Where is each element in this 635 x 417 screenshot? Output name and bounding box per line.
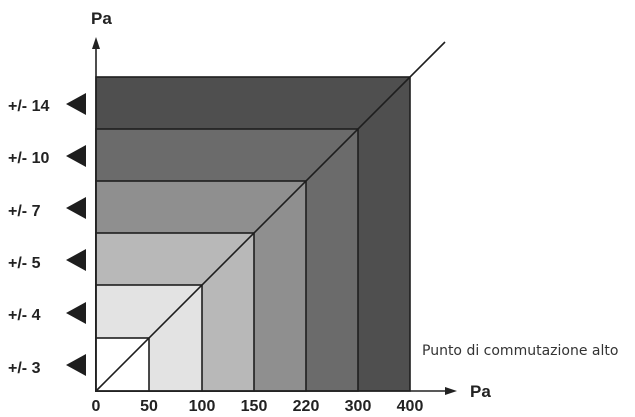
level-label: +/- 7 [8,203,41,220]
level-label: +/- 3 [8,360,41,377]
diagonal-line [95,41,446,392]
y-axis-arrow-icon [92,37,100,49]
x-axis-unit: Pa [470,382,491,401]
x-tick-labels: 0 50 100 150 220 300 400 [92,398,424,415]
level-markers [66,93,86,376]
level-label: +/- 5 [8,255,41,272]
x-tick-label: 100 [189,398,216,415]
switch-point-note: Punto di commutazione alto [422,343,618,359]
triangle-marker-icon [66,145,86,167]
triangle-marker-icon [66,302,86,324]
tolerance-labels: +/- 3 +/- 4 +/- 5 +/- 7 +/- 10 +/- 14 [8,98,49,377]
triangle-marker-icon [66,197,86,219]
x-axis-arrow-icon [445,387,457,395]
level-label: +/- 14 [8,98,49,115]
triangle-marker-icon [66,93,86,115]
triangle-marker-icon [66,249,86,271]
x-tick-label: 150 [241,398,268,415]
x-tick-label: 400 [397,398,424,415]
level-label: +/- 10 [8,150,49,167]
x-tick-label: 50 [140,398,158,415]
level-label: +/- 4 [8,307,41,324]
triangle-marker-icon [66,354,86,376]
x-tick-label: 300 [345,398,372,415]
x-tick-label: 220 [293,398,320,415]
x-tick-label: 0 [92,398,101,415]
y-axis-unit: Pa [91,9,112,28]
